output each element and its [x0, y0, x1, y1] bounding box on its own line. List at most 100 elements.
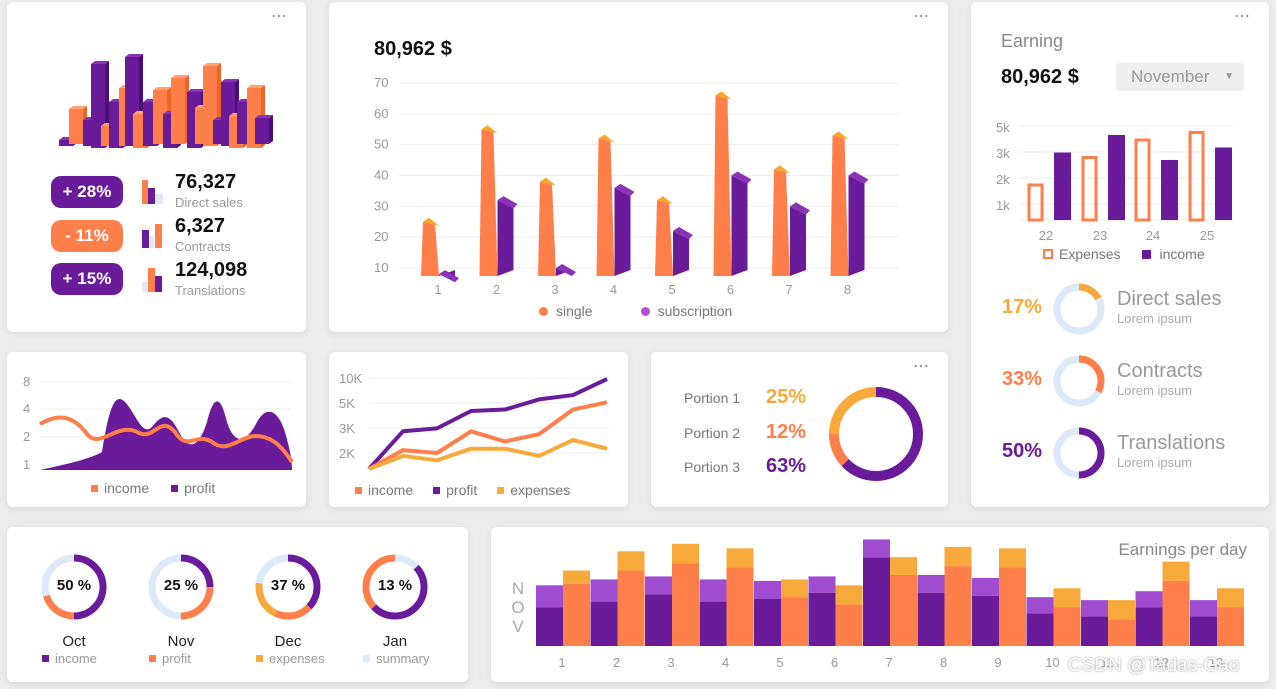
- legend-swatch: [149, 655, 156, 662]
- donut-segment: [829, 387, 923, 481]
- bar-single-top: [657, 196, 673, 205]
- bar-day-orange: [835, 604, 863, 646]
- donut-segment: [255, 554, 321, 620]
- ring-subtitle: Lorem ipsum: [1117, 311, 1193, 326]
- month-legend: income: [42, 651, 97, 666]
- legend-swatch: [42, 655, 49, 662]
- more-options-icon[interactable]: ⋯: [913, 8, 930, 25]
- bar-subscription-top: [731, 171, 752, 184]
- x-tick-label: 6: [831, 655, 838, 670]
- month-percent: 50 %: [56, 577, 92, 594]
- x-tick-label: 9: [994, 655, 1001, 670]
- iso-bar-top: [153, 87, 171, 90]
- ring-percent: 17%: [1002, 296, 1043, 318]
- y-tick-label: 2K: [339, 446, 355, 461]
- bar-day-purple: [699, 601, 727, 646]
- donut-chart: [1053, 355, 1105, 407]
- bar-day-purple-cap: [863, 539, 890, 558]
- ring-percent: 33%: [1002, 368, 1043, 390]
- month-select[interactable]: November ▼: [1116, 63, 1244, 91]
- bar-single: [655, 200, 673, 276]
- line-income: [38, 415, 294, 464]
- portion-card: ⋯ Portion 1 25% Portion 2 12% Portion 3 …: [651, 352, 948, 507]
- bar-day-orange: [1162, 580, 1190, 646]
- earnings-per-day-title: Earnings per day: [1118, 540, 1247, 559]
- bar-subscription-top: [673, 227, 693, 239]
- y-tick-label: 60: [374, 106, 388, 121]
- bar-day-purple: [1026, 613, 1054, 646]
- legend-income: income: [104, 480, 150, 496]
- legend-label: income: [55, 651, 97, 666]
- bar-single: [538, 181, 556, 276]
- bar-day-purple: [754, 598, 781, 646]
- more-options-icon[interactable]: ⋯: [913, 358, 930, 375]
- bar-subscription: [614, 187, 631, 276]
- y-tick-label: 30: [374, 198, 388, 213]
- ring-row: 33% Contracts Lorem ipsum: [971, 351, 1269, 413]
- area-chart-legend: income profit: [91, 480, 237, 496]
- earning-legend: Expenses income: [1043, 246, 1227, 262]
- bar-day-purple-cap: [808, 576, 836, 593]
- bar-day-orange: [617, 570, 645, 646]
- bar-subscription-top: [497, 196, 518, 209]
- bar-day-orange-cap: [617, 551, 645, 571]
- legend-profit: profit: [446, 482, 478, 498]
- bar-single-top: [481, 125, 498, 134]
- more-options-icon[interactable]: ⋯: [1234, 8, 1251, 25]
- legend-profit: profit: [184, 480, 216, 496]
- legend-income: income: [368, 482, 414, 498]
- bar-day-purple-cap: [536, 585, 563, 608]
- more-options-icon[interactable]: ⋯: [271, 8, 288, 25]
- iso-bar-top: [203, 63, 221, 66]
- x-tick-label: 4: [610, 282, 617, 297]
- month-legend: summary: [363, 651, 429, 666]
- y-tick-label: 4: [23, 401, 30, 416]
- bar-day-purple-cap: [1190, 600, 1217, 617]
- month-legend: expenses: [256, 651, 325, 666]
- earning-card: ⋯ Earning 80,962 $ November ▼ 5k 3k 2k 1k 22…: [971, 2, 1269, 507]
- y-tick-label: 10: [374, 260, 388, 275]
- y-tick-label: 1k: [996, 198, 1010, 213]
- y-tick-label: 20: [374, 229, 388, 244]
- bar-single: [421, 221, 439, 276]
- legend-label: expenses: [269, 651, 325, 666]
- x-tick-label: 7: [785, 282, 792, 297]
- bar-day-orange-cap: [781, 579, 808, 598]
- x-tick-label: 7: [885, 655, 892, 670]
- bar-single-top: [598, 134, 615, 143]
- donut-segment: [362, 554, 428, 620]
- iso-bar: [69, 109, 83, 144]
- bar-income: [1054, 152, 1071, 220]
- line-chart-legend: income profit expenses: [355, 482, 592, 498]
- bar-single: [596, 138, 615, 276]
- bar-day-purple: [1081, 616, 1108, 646]
- portion-label: Portion 2: [684, 425, 741, 441]
- kpi-badge-3: + 15%: [51, 263, 123, 295]
- y-tick-label: 5k: [996, 120, 1010, 135]
- bar-day-purple: [1135, 607, 1163, 646]
- x-tick-label: 8: [940, 655, 947, 670]
- donut-segment: [362, 554, 428, 620]
- legend-income: income: [1159, 246, 1205, 262]
- y-tick-label: 2: [23, 429, 30, 444]
- bar-day-orange: [1108, 619, 1135, 646]
- iso-bar-top: [187, 89, 205, 92]
- ring-percent: 50%: [1002, 440, 1043, 462]
- portion-label: Portion 3: [684, 459, 741, 475]
- x-tick-label: 22: [1039, 228, 1053, 243]
- iso-bar: [255, 118, 269, 144]
- bar-expenses: [1027, 183, 1044, 222]
- bar-day-orange-cap: [999, 548, 1026, 568]
- bar-income: [1161, 160, 1178, 220]
- bar-day-purple: [863, 557, 890, 646]
- y-tick-label: 1: [23, 457, 30, 472]
- x-tick-label: 23: [1093, 228, 1107, 243]
- kpi-card: ⋯ + 28% - 11% + 15% 76,327 Direct sales …: [7, 2, 306, 332]
- y-tick-label: 8: [23, 374, 30, 389]
- ring-title: Contracts: [1117, 360, 1203, 382]
- iso-bar-top: [255, 115, 273, 118]
- bar-subscription: [790, 206, 806, 276]
- earning-total: 80,962 $: [1001, 66, 1079, 88]
- donut-segment: [41, 554, 107, 620]
- bar-day-orange: [1217, 607, 1244, 646]
